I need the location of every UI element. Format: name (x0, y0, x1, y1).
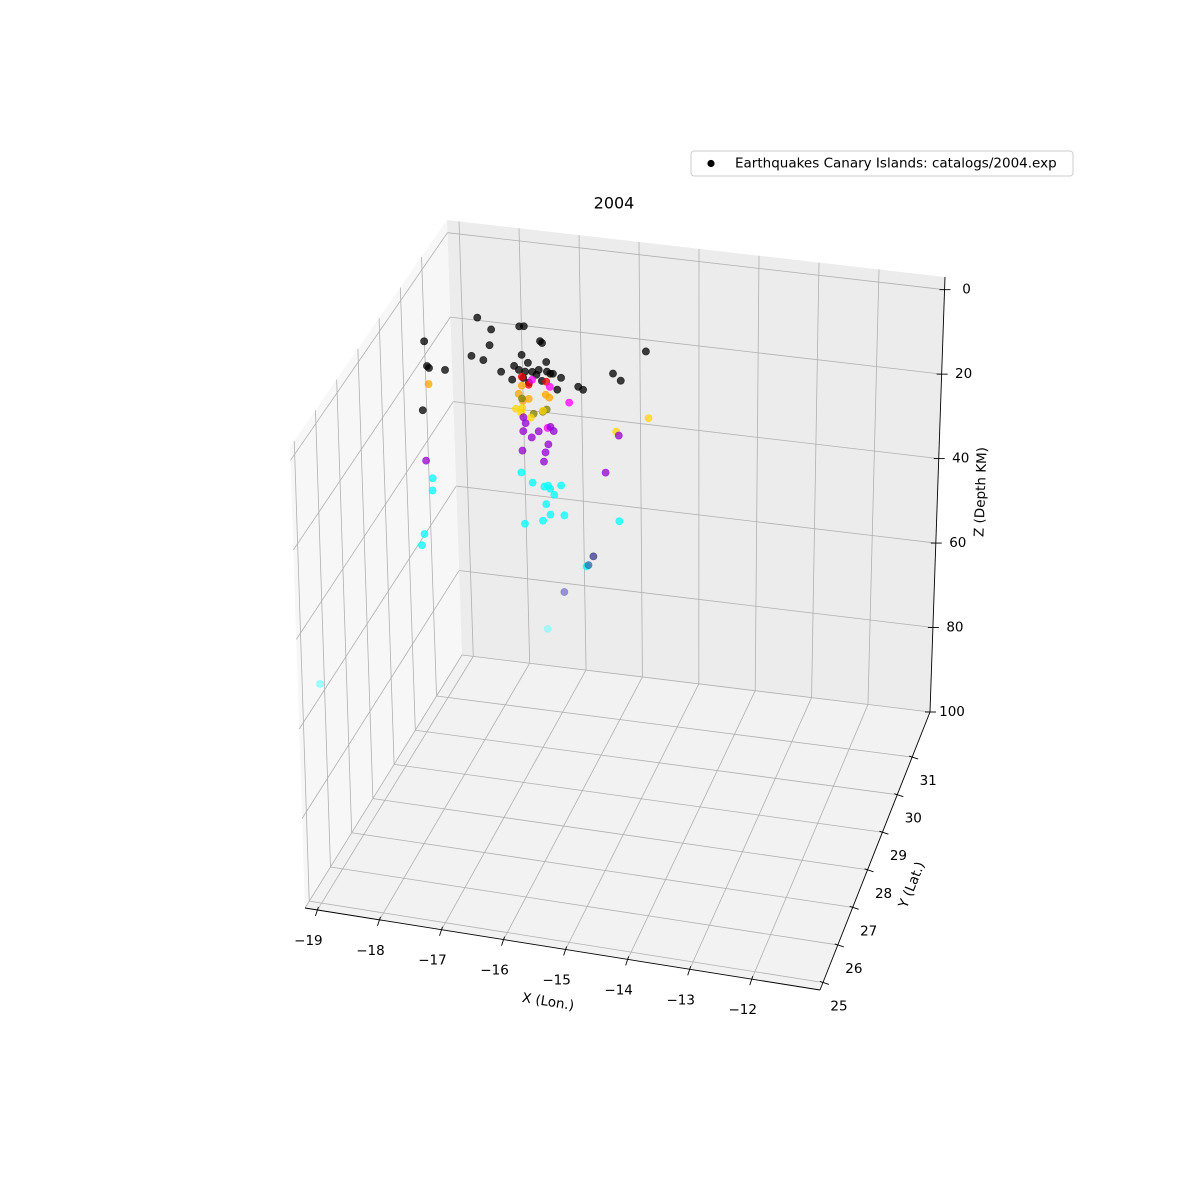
data-point (590, 553, 597, 560)
x-tick-label: −17 (418, 953, 447, 969)
data-point (518, 395, 525, 402)
data-point (441, 366, 448, 373)
data-point (528, 376, 535, 383)
data-point (645, 415, 652, 422)
x-tick-label: −14 (604, 982, 633, 998)
z-tick-label: 100 (939, 704, 965, 720)
data-point (539, 517, 546, 524)
x-tick-label: −13 (666, 992, 695, 1008)
data-point (609, 370, 616, 377)
legend-marker (707, 160, 714, 167)
chart-title: 2004 (594, 194, 635, 213)
y-tick-label: 25 (830, 998, 847, 1014)
data-point (558, 482, 565, 489)
y-tick-label: 27 (860, 923, 877, 939)
data-point (585, 562, 592, 569)
data-point (418, 542, 425, 549)
data-point (538, 339, 545, 346)
data-point (617, 377, 624, 384)
legend: Earthquakes Canary Islands: catalogs/200… (691, 151, 1073, 176)
data-point (545, 441, 552, 448)
y-tick-label: 29 (890, 848, 907, 864)
data-point (547, 511, 554, 518)
y-tick-label: 28 (875, 886, 892, 902)
data-point (527, 414, 534, 421)
data-point (520, 323, 527, 330)
x-tick-label: −16 (480, 963, 509, 979)
data-point (480, 356, 487, 363)
data-point (540, 458, 547, 465)
x-tick-label: −15 (542, 972, 571, 988)
data-point (549, 370, 556, 377)
data-point (557, 374, 564, 381)
data-point (474, 314, 481, 321)
y-tick-label: 30 (905, 811, 922, 827)
data-point (616, 518, 623, 525)
data-point (316, 680, 323, 687)
data-point (498, 368, 505, 375)
data-point (546, 394, 553, 401)
x-tick-label: −18 (356, 943, 385, 959)
data-point (551, 491, 558, 498)
z-tick-label: 20 (955, 366, 972, 382)
data-point (579, 386, 586, 393)
data-point (615, 432, 622, 439)
data-point (543, 501, 550, 508)
data-point (518, 373, 525, 380)
z-tick-label: 60 (949, 535, 966, 551)
data-point (421, 338, 428, 345)
data-point (522, 420, 529, 427)
data-point (566, 399, 573, 406)
data-point (561, 588, 568, 595)
y-tick-label: 26 (845, 961, 862, 977)
data-point (429, 475, 436, 482)
legend-label: Earthquakes Canary Islands: catalogs/200… (735, 156, 1057, 172)
z-tick-label: 80 (946, 620, 963, 636)
data-point (550, 427, 557, 434)
x-axis-label: X (Lon.) (521, 990, 575, 1014)
data-point (519, 447, 526, 454)
data-point (543, 358, 550, 365)
y-axis-label: Y (Lat.) (895, 860, 928, 912)
data-point (520, 428, 527, 435)
data-point (518, 382, 525, 389)
data-point (528, 434, 535, 441)
data-point (421, 530, 428, 537)
z-axis-label: Z (Depth KM) (971, 447, 990, 538)
data-point (546, 383, 553, 390)
data-point (518, 469, 525, 476)
data-point (521, 520, 528, 527)
data-point (525, 395, 532, 402)
data-point (425, 380, 432, 387)
y-tick-label: 31 (920, 773, 937, 789)
data-point (509, 376, 516, 383)
z-tick-label: 40 (952, 451, 969, 467)
data-point (422, 457, 429, 464)
data-point (423, 362, 430, 369)
data-point (535, 428, 542, 435)
data-point (554, 386, 561, 393)
data-point (539, 407, 546, 414)
data-point (524, 359, 531, 366)
data-point (419, 407, 426, 414)
data-point (544, 625, 551, 632)
data-point (429, 487, 436, 494)
back-pane (447, 220, 945, 712)
data-point (602, 469, 609, 476)
data-point (547, 485, 554, 492)
z-tick-label: 0 (962, 282, 971, 298)
data-point (486, 342, 493, 349)
x-tick-label: −12 (728, 1002, 757, 1018)
data-point (518, 351, 525, 358)
data-point (468, 352, 475, 359)
data-point (542, 449, 549, 456)
data-point (642, 348, 649, 355)
data-point (561, 512, 568, 519)
data-point (488, 326, 495, 333)
x-tick-label: −19 (294, 933, 323, 949)
data-point (529, 479, 536, 486)
